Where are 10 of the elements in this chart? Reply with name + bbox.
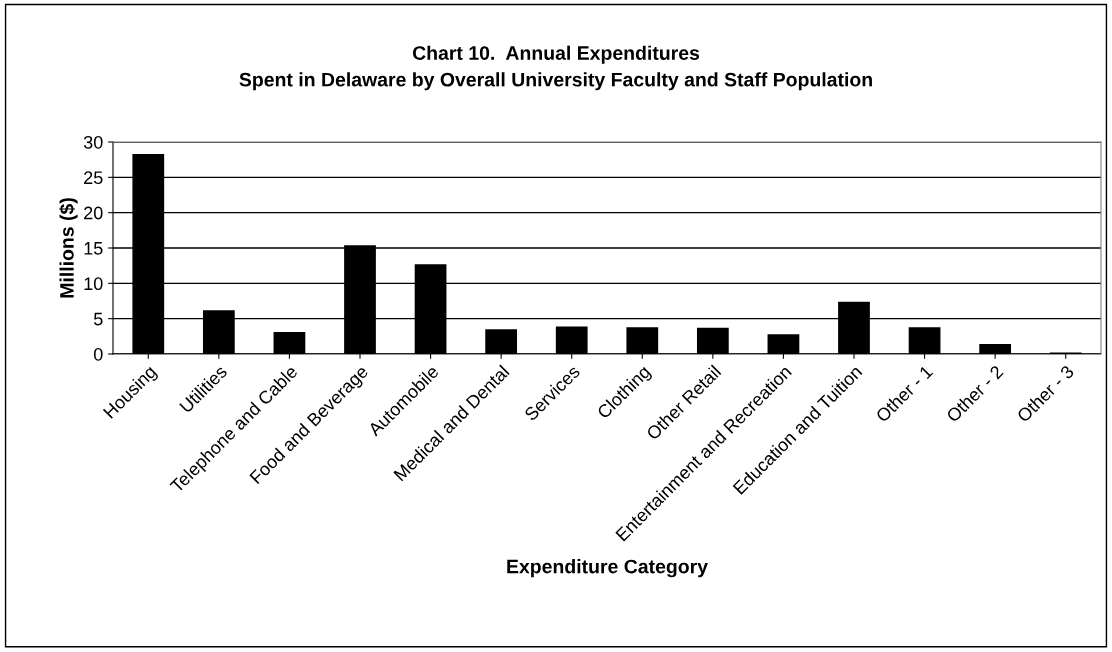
chart-title: Chart 10. Annual Expenditures Spent in Delaware by Overall University Faculty and Staff Population xyxy=(239,45,872,91)
x-axis-title: Expenditure Category xyxy=(507,559,708,578)
y-tick-label: 10 xyxy=(84,277,103,291)
y-tick-label: 0 xyxy=(93,347,103,361)
y-tick-label: 25 xyxy=(84,171,103,185)
y-tick-label: 20 xyxy=(84,206,103,220)
y-tick-label: 15 xyxy=(84,242,103,255)
y-axis-title: Millions ($) xyxy=(59,198,78,298)
y-tick-label: 5 xyxy=(93,312,103,326)
y-tick-label: 30 xyxy=(83,135,103,149)
